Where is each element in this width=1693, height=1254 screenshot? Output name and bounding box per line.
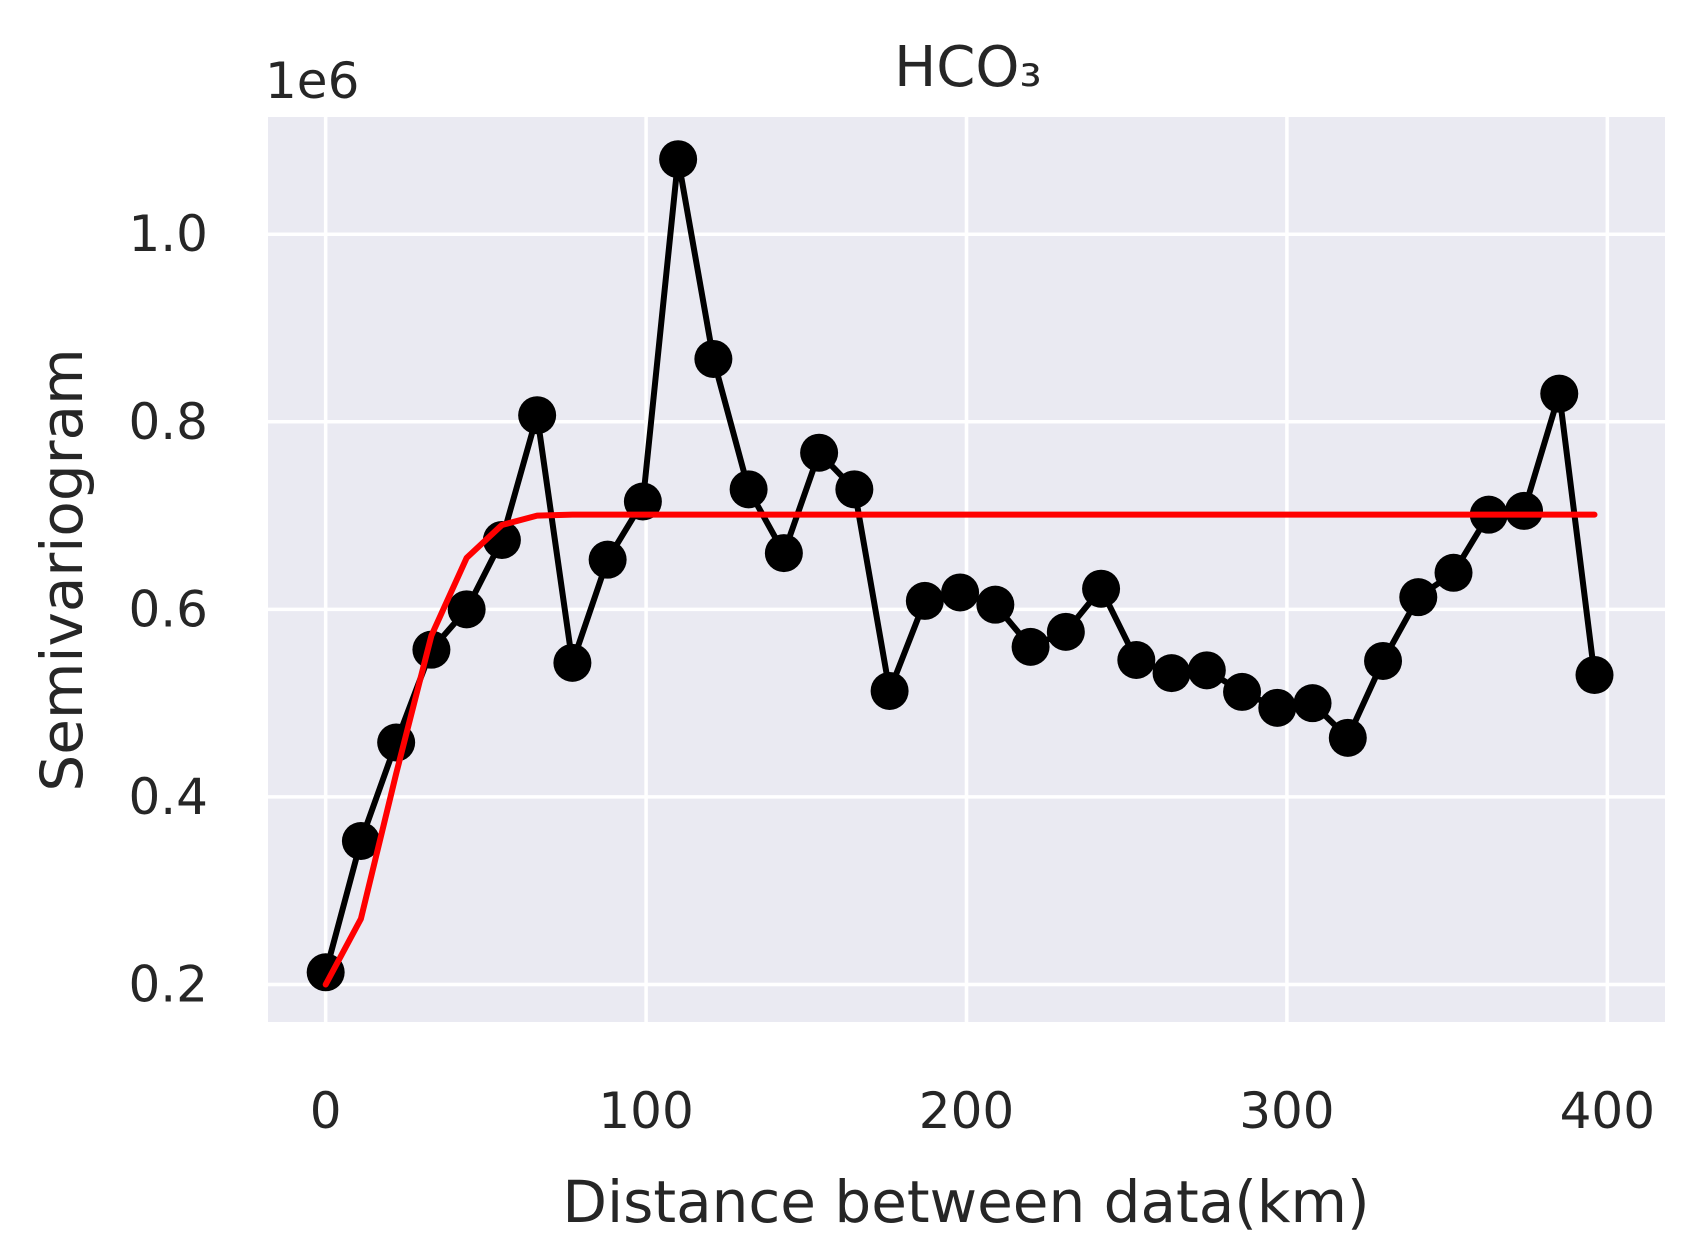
data-point <box>1117 641 1156 679</box>
x-axis-label: Distance between data(km) <box>562 1168 1369 1236</box>
data-point <box>1293 684 1332 723</box>
data-point <box>694 339 733 378</box>
data-point <box>553 643 592 682</box>
data-point <box>412 630 451 669</box>
y-tick-label: 0.8 <box>128 393 208 451</box>
data-point <box>905 581 944 620</box>
data-point <box>976 585 1015 624</box>
data-point <box>1399 578 1438 617</box>
data-point <box>1540 374 1579 413</box>
x-tick-label: 300 <box>1239 1082 1334 1140</box>
data-point <box>1505 491 1544 530</box>
data-point <box>1152 654 1191 693</box>
y-tick-label: 0.4 <box>128 768 208 826</box>
data-point <box>729 470 768 509</box>
data-point <box>800 433 839 472</box>
x-tick-label: 200 <box>919 1082 1014 1140</box>
data-point <box>341 822 380 860</box>
y-tick-labels: 0.2 0.4 0.6 0.8 1.0 <box>128 205 208 1013</box>
data-point <box>941 573 980 612</box>
data-point <box>1364 641 1403 680</box>
data-point <box>623 482 662 521</box>
data-point <box>1258 688 1297 727</box>
data-point <box>588 540 627 579</box>
y-offset-label: 1e6 <box>265 52 359 110</box>
y-tick-label: 0.2 <box>128 955 208 1013</box>
chart-title: HCO₃ <box>894 35 1042 100</box>
data-point <box>1046 612 1085 651</box>
data-point <box>659 140 698 179</box>
data-point <box>518 396 557 435</box>
x-tick-label: 0 <box>310 1082 342 1140</box>
y-tick-label: 0.6 <box>128 580 208 638</box>
data-point <box>1328 718 1367 757</box>
x-tick-label: 400 <box>1560 1082 1655 1140</box>
data-point <box>447 590 486 629</box>
data-point <box>870 671 909 710</box>
data-point <box>1434 553 1473 592</box>
x-tick-label: 100 <box>598 1082 693 1140</box>
data-point <box>764 534 803 573</box>
data-point <box>1082 569 1121 608</box>
data-point <box>1223 672 1262 711</box>
data-point <box>1575 656 1614 695</box>
grid-lines <box>268 117 1665 1022</box>
x-tick-labels: 0 100 200 300 400 <box>310 1082 1655 1140</box>
y-axis-label: Semivariogram <box>28 348 96 791</box>
data-point <box>1011 627 1050 666</box>
data-point <box>1187 651 1226 690</box>
series-line-2 <box>322 511 1598 988</box>
y-tick-label: 1.0 <box>128 205 208 263</box>
data-point <box>835 470 874 509</box>
series-layer <box>306 140 1614 992</box>
